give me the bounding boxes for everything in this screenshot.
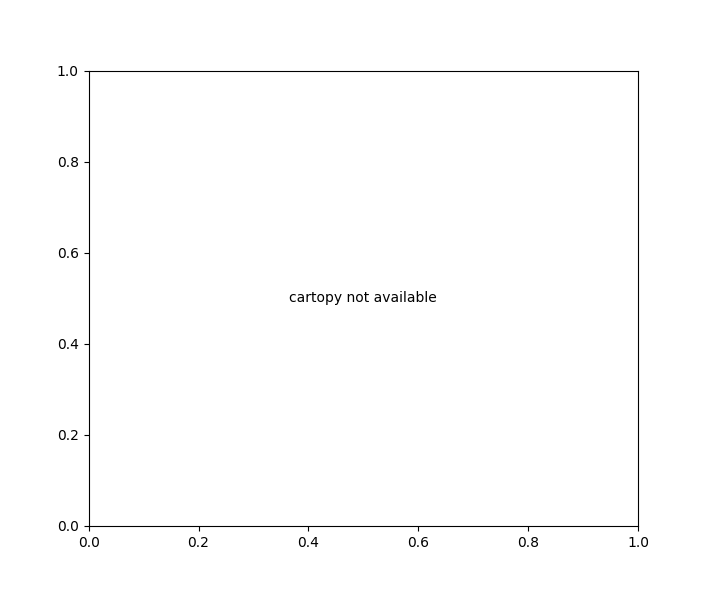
Text: cartopy not available: cartopy not available [289,291,437,306]
